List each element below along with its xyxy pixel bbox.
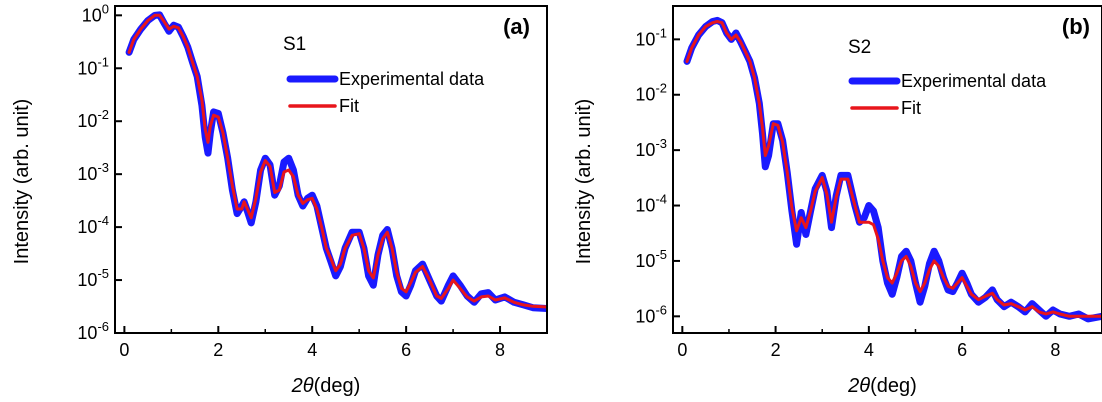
legend: Experimental data Fit	[848, 71, 1047, 118]
x-tick-label: 8	[495, 340, 505, 360]
x-tick-label: 6	[401, 340, 411, 360]
y-tick-label: 10-5	[635, 247, 667, 271]
y-tick-label: 100	[82, 1, 109, 25]
x-tick-label: 4	[307, 340, 317, 360]
y-tick-label: 10-6	[635, 302, 667, 326]
y-tick-label: 10-5	[77, 266, 109, 290]
x-tick-label: 4	[864, 340, 874, 360]
panel-label: (a)	[503, 14, 530, 39]
y-tick-label: 10-4	[77, 213, 109, 237]
legend-label-fit: Fit	[901, 98, 921, 118]
x-tick-label: 6	[957, 340, 967, 360]
chart-panel-a: 0 2 4 6 8 10-6 10-5 10-4 10-3 10-2 10-1 100 2θ(deg) I…	[11, 1, 548, 397]
legend-label-experimental: Experimental data	[339, 69, 485, 89]
legend-label-experimental: Experimental data	[901, 71, 1047, 91]
y-axis-title: Intensity (arb. unit)	[11, 99, 33, 265]
y-tick-label: 10-1	[77, 54, 109, 78]
x-axis-title: 2θ(deg)	[291, 375, 361, 397]
y-tick-label: 10-2	[77, 107, 109, 131]
x-tick-label: 8	[1050, 340, 1060, 360]
legend: Experimental data Fit	[286, 69, 485, 116]
x-axis-title: 2θ(deg)	[847, 375, 917, 397]
plot-frame	[114, 5, 548, 334]
y-tick-label: 10-3	[635, 136, 667, 160]
x-tick-label: 0	[119, 340, 129, 360]
plot-frame	[672, 5, 1102, 334]
legend-label-fit: Fit	[339, 96, 359, 116]
sample-label: S1	[283, 34, 306, 55]
chart-panel-b: 0 2 4 6 8 10-6 10-5 10-4 10-3 10-2 10-1 2θ(deg) Inte…	[573, 5, 1102, 397]
fit-line	[127, 13, 547, 309]
sample-label: S2	[848, 37, 871, 58]
y-tick-label: 10-6	[77, 319, 109, 343]
x-tick-label: 0	[677, 340, 687, 360]
x-tick-label: 2	[213, 340, 223, 360]
y-tick-label: 10-2	[635, 81, 667, 105]
y-tick-label: 10-4	[635, 192, 667, 216]
y-tick-label: 10-1	[635, 25, 667, 49]
y-tick-label: 10-3	[77, 160, 109, 184]
experimental-data-line	[683, 16, 1102, 323]
y-axis-title: Intensity (arb. unit)	[573, 99, 595, 265]
x-tick-label: 2	[771, 340, 781, 360]
panel-label: (b)	[1062, 14, 1090, 39]
fit-line	[685, 20, 1102, 318]
